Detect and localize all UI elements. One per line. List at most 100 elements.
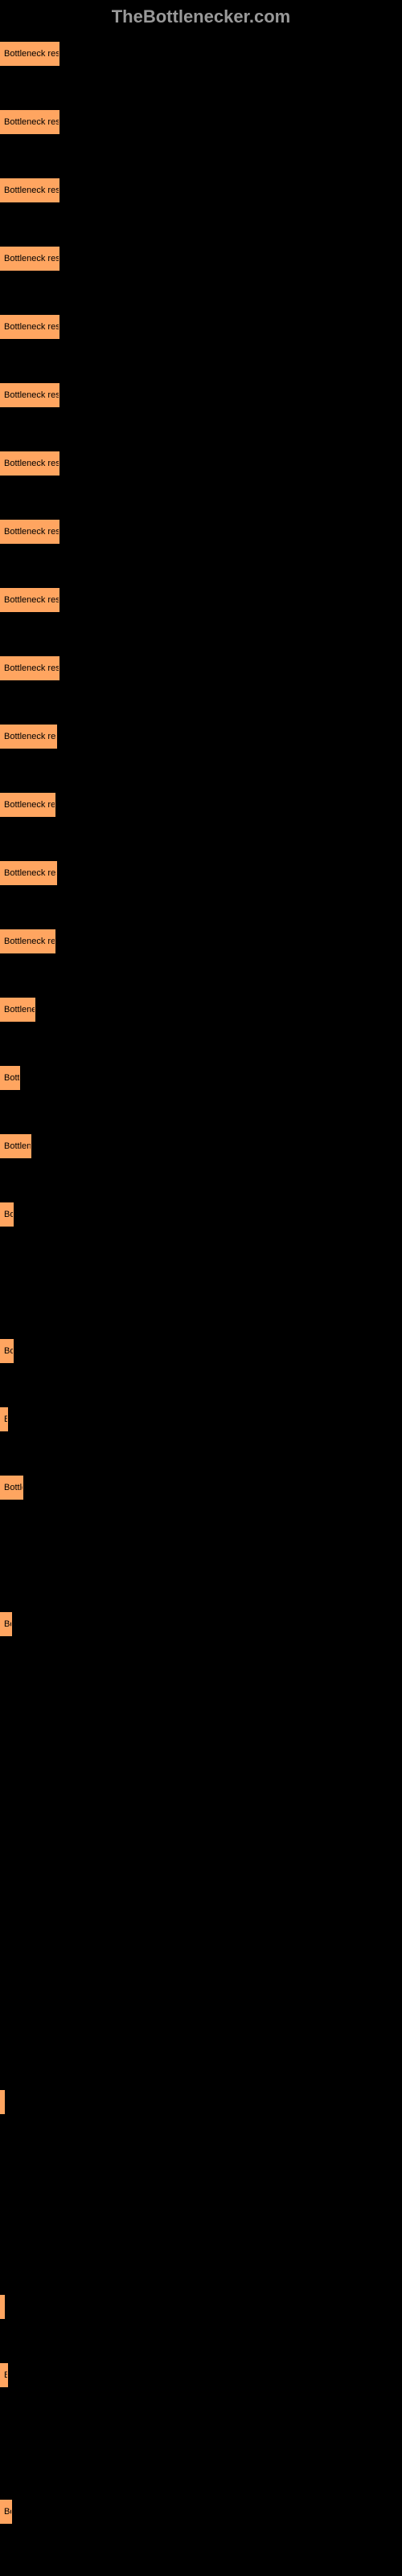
bar: Bottleneck result xyxy=(0,1407,8,1431)
bar: Bottleneck result xyxy=(0,1339,14,1363)
chart-row: Bottleneck result xyxy=(0,1066,402,1090)
bar: Bottleneck result xyxy=(0,2500,12,2524)
bar-wrapper: Bottleneck result xyxy=(0,247,402,271)
bar-wrapper: Bottleneck result xyxy=(0,1407,402,1431)
bar-wrapper xyxy=(0,1749,402,1773)
bar-wrapper: Bottleneck result xyxy=(0,451,402,476)
bar-label: Bottleneck result xyxy=(4,800,55,810)
bar: Bottleneck result xyxy=(0,2363,8,2387)
bar-label: Bottleneck result xyxy=(4,186,59,195)
bar: Bottleneck result xyxy=(0,929,55,953)
chart-row xyxy=(0,2295,402,2319)
bar-wrapper xyxy=(0,2431,402,2456)
bar-wrapper: Bottleneck result xyxy=(0,656,402,680)
chart-row: Bottleneck result xyxy=(0,42,402,66)
bar: Bottleneck result xyxy=(0,315,59,339)
bar-label: Bottleneck result xyxy=(4,1346,14,1356)
bar-wrapper xyxy=(0,1817,402,1841)
bar-label: Bottleneck result xyxy=(4,1483,23,1492)
chart-row xyxy=(0,1680,402,1704)
bar: Bottleneck result xyxy=(0,656,59,680)
chart-row: Bottleneck result xyxy=(0,1202,402,1227)
bar-wrapper: Bottleneck result xyxy=(0,315,402,339)
bar: Bottleneck result xyxy=(0,725,57,749)
bar-wrapper: Bottleneck result xyxy=(0,1134,402,1158)
bar-wrapper xyxy=(0,1544,402,1568)
bar-label: Bottleneck result xyxy=(4,1141,31,1151)
bar-wrapper: Bottleneck result xyxy=(0,1339,402,1363)
bar: Bottleneck result xyxy=(0,1066,20,1090)
bar: Bottleneck result xyxy=(0,861,57,885)
bar-wrapper xyxy=(0,2158,402,2182)
bar-label: Bottleneck result xyxy=(4,595,59,605)
bar: Bottleneck result xyxy=(0,110,59,134)
chart-row xyxy=(0,2227,402,2251)
bar-wrapper: Bottleneck result xyxy=(0,725,402,749)
chart-row: Bottleneck result xyxy=(0,383,402,407)
bar: Bottleneck result xyxy=(0,42,59,66)
bar-wrapper: Bottleneck result xyxy=(0,1612,402,1636)
bar: Bottleneck result xyxy=(0,998,35,1022)
chart-row: Bottleneck result xyxy=(0,588,402,612)
bar-wrapper xyxy=(0,1953,402,1978)
bar-wrapper xyxy=(0,1680,402,1704)
bar: Bottleneck result xyxy=(0,520,59,544)
bar: Bottleneck result xyxy=(0,383,59,407)
chart-row: Bottleneck result xyxy=(0,1612,402,1636)
chart-row: Bottleneck result xyxy=(0,110,402,134)
bar: Bottleneck result xyxy=(0,1612,12,1636)
bar-wrapper xyxy=(0,1885,402,1909)
bar-label: Bottleneck result xyxy=(4,2370,8,2380)
chart-row: Bottleneck result xyxy=(0,1407,402,1431)
bar-wrapper: Bottleneck result xyxy=(0,520,402,544)
bar-wrapper xyxy=(0,1271,402,1295)
bar: Bottleneck result xyxy=(0,588,59,612)
bar-wrapper: Bottleneck result xyxy=(0,2500,402,2524)
chart-row xyxy=(0,1885,402,1909)
bar-wrapper: Bottleneck result xyxy=(0,793,402,817)
chart-row: Bottleneck result xyxy=(0,656,402,680)
bar: Bottleneck result xyxy=(0,1476,23,1500)
bar-label: Bottleneck result xyxy=(4,663,59,673)
bar-label: Bottleneck result xyxy=(4,390,59,400)
chart-row xyxy=(0,1953,402,1978)
bar-wrapper xyxy=(0,2227,402,2251)
chart-row xyxy=(0,1817,402,1841)
bar: Bottleneck result xyxy=(0,1202,14,1227)
chart-row xyxy=(0,2158,402,2182)
bar-label: Bottleneck result xyxy=(4,732,57,741)
chart-row: Bottleneck result xyxy=(0,315,402,339)
chart-row: Bottleneck result xyxy=(0,1134,402,1158)
chart-container: Bottleneck result Bottleneck result Bottle… xyxy=(0,34,402,2576)
chart-row xyxy=(0,2022,402,2046)
site-title: TheBottlenecker.com xyxy=(112,6,291,27)
bar-wrapper: Bottleneck result xyxy=(0,861,402,885)
bar-wrapper: Bottleneck result xyxy=(0,178,402,202)
bar-wrapper: Bottleneck result xyxy=(0,383,402,407)
chart-row xyxy=(0,2090,402,2114)
bar: Bottleneck result xyxy=(0,451,59,476)
chart-row: Bottleneck result xyxy=(0,2363,402,2387)
bar-label: Bottleneck result xyxy=(4,937,55,946)
bar: Bottleneck result xyxy=(0,793,55,817)
chart-row: Bottleneck result xyxy=(0,520,402,544)
bar-wrapper: Bottleneck result xyxy=(0,1066,402,1090)
chart-row: Bottleneck result xyxy=(0,451,402,476)
bar-wrapper xyxy=(0,2295,402,2319)
bar: Bottleneck result xyxy=(0,247,59,271)
bar-wrapper: Bottleneck result xyxy=(0,42,402,66)
chart-row xyxy=(0,1544,402,1568)
chart-row xyxy=(0,1749,402,1773)
bar-label: Bottleneck result xyxy=(4,2507,12,2517)
chart-row xyxy=(0,1271,402,1295)
chart-row: Bottleneck result xyxy=(0,793,402,817)
bar-label: Bottleneck result xyxy=(4,459,59,468)
bar-label: Bottleneck result xyxy=(4,254,59,263)
bar-label: Bottleneck result xyxy=(4,1210,14,1219)
chart-row xyxy=(0,2431,402,2456)
bar: Bottleneck result xyxy=(0,178,59,202)
bar-label: Bottleneck result xyxy=(4,1415,8,1424)
chart-row: Bottleneck result xyxy=(0,1476,402,1500)
chart-row: Bottleneck result xyxy=(0,929,402,953)
bar-label: Bottleneck result xyxy=(4,1073,20,1083)
